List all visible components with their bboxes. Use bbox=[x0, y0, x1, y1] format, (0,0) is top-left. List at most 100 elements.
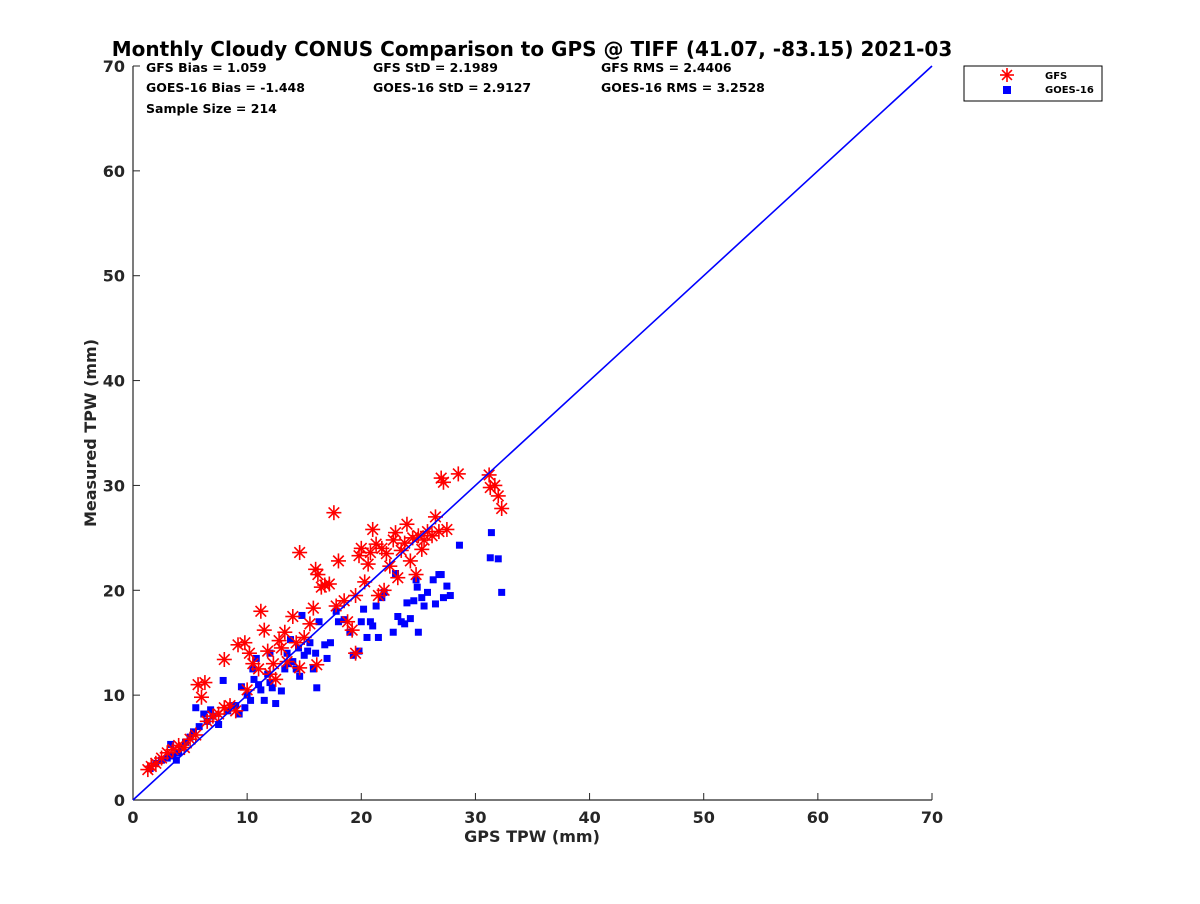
gfs-point-stroke bbox=[149, 757, 162, 770]
gfs-point-stroke bbox=[273, 634, 285, 647]
goes-16-point bbox=[296, 672, 304, 680]
gfs-point-stroke bbox=[391, 571, 404, 584]
legend-gfs-asterisk bbox=[1000, 68, 1014, 82]
gfs-point bbox=[360, 556, 376, 572]
legend-label-goes-16: GOES-16 bbox=[1045, 85, 1094, 96]
stats-annotations: GFS Bias = 1.059 GFS StD = 2.1989 GFS RM… bbox=[146, 60, 765, 116]
goes-16-point bbox=[334, 618, 342, 626]
goes-16-point bbox=[321, 641, 329, 649]
goes-16-point bbox=[494, 555, 502, 563]
legend-box bbox=[963, 65, 1103, 102]
gfs-point bbox=[268, 671, 284, 687]
legend-goes-marker-icon bbox=[1003, 86, 1011, 94]
goes-16-point bbox=[406, 615, 414, 623]
goes-16-point bbox=[283, 649, 291, 657]
gfs-point bbox=[310, 567, 326, 583]
goes-16-point bbox=[378, 594, 386, 602]
x-tick-label: 50 bbox=[693, 808, 715, 827]
goes-16-point bbox=[372, 602, 380, 610]
goes-16-point bbox=[357, 618, 365, 626]
gfs-point-stroke bbox=[341, 615, 354, 628]
gfs-point-stroke bbox=[241, 684, 254, 696]
gfs-point bbox=[439, 521, 455, 537]
goes-16-point bbox=[446, 592, 454, 600]
gfs-point-stroke bbox=[395, 544, 408, 557]
goes-16-point bbox=[423, 588, 431, 596]
gfs-point-stroke bbox=[281, 655, 293, 668]
goes-16-point bbox=[360, 605, 368, 613]
gfs-point-stroke bbox=[380, 547, 393, 560]
gfs-point-stroke bbox=[415, 543, 428, 556]
goes-16-point bbox=[195, 723, 203, 731]
goes-16-point bbox=[287, 636, 295, 644]
y-tick-label: 70 bbox=[103, 57, 125, 76]
gfs-point-stroke bbox=[207, 710, 219, 722]
goes-16-point bbox=[374, 633, 382, 641]
goes-16-point bbox=[167, 740, 175, 748]
gfs-point-stroke bbox=[406, 531, 419, 544]
gfs-point-stroke bbox=[362, 558, 375, 570]
gfs-point-stroke bbox=[328, 506, 340, 519]
goes-16-point bbox=[298, 611, 306, 619]
goes-16-point bbox=[366, 618, 374, 626]
gfs-point-stroke bbox=[145, 760, 158, 773]
gfs-point bbox=[193, 689, 209, 705]
goes-16-point bbox=[277, 687, 285, 695]
stat-gfs-rms: GFS RMS = 2.4406 bbox=[601, 60, 732, 75]
gfs-point-stroke bbox=[307, 602, 320, 614]
gfs-point-stroke bbox=[366, 523, 379, 536]
gfs-point-stroke bbox=[410, 568, 422, 581]
goes-16-point bbox=[306, 639, 314, 647]
x-tick-label: 70 bbox=[921, 808, 943, 827]
goes-16-point bbox=[403, 599, 411, 607]
gfs-point-stroke bbox=[218, 653, 231, 666]
y-tick-label: 20 bbox=[103, 581, 125, 600]
legend-gfs-asterisk-stroke bbox=[1001, 69, 1013, 81]
gfs-point-stroke bbox=[195, 691, 208, 704]
gfs-point bbox=[494, 500, 510, 516]
goes-16-point bbox=[389, 628, 397, 636]
goes-16-point bbox=[192, 704, 200, 712]
gfs-point-stroke bbox=[184, 733, 196, 746]
gfs-point-stroke bbox=[401, 518, 413, 531]
chart-title: Monthly Cloudy CONUS Comparison to GPS @… bbox=[112, 37, 953, 61]
gfs-point bbox=[197, 675, 213, 691]
gfs-point-stroke bbox=[178, 741, 191, 754]
goes-16-point bbox=[313, 684, 321, 692]
goes-16-point bbox=[266, 679, 274, 687]
gfs-point bbox=[237, 635, 253, 651]
gfs-point-stroke bbox=[310, 658, 323, 671]
goes-16-point bbox=[200, 710, 208, 718]
gfs-point-stroke bbox=[199, 676, 211, 689]
gfs-point bbox=[414, 541, 430, 557]
gfs-point-stroke bbox=[318, 579, 331, 591]
goes-16-point bbox=[340, 616, 348, 624]
goes-16-point bbox=[257, 686, 265, 694]
gfs-point bbox=[435, 474, 451, 490]
gfs-point bbox=[188, 727, 204, 743]
y-tick-label: 60 bbox=[103, 162, 125, 181]
gfs-point-stroke bbox=[269, 673, 282, 686]
gfs-point bbox=[241, 645, 257, 661]
gfs-point bbox=[305, 600, 321, 616]
gfs-point-stroke bbox=[387, 534, 400, 546]
gfs-point-stroke bbox=[304, 617, 316, 630]
gfs-point-stroke bbox=[261, 645, 274, 657]
gfs-point bbox=[424, 528, 440, 544]
gfs-point-stroke bbox=[346, 624, 359, 637]
gfs-point-stroke bbox=[433, 525, 445, 538]
goes-16-point bbox=[268, 684, 276, 692]
gfs-point-stroke bbox=[383, 560, 396, 573]
goes-16-point bbox=[369, 622, 377, 630]
goes-16-point bbox=[292, 665, 300, 673]
gfs-point-stroke bbox=[201, 715, 214, 728]
gfs-point bbox=[260, 643, 276, 659]
gfs-point bbox=[378, 546, 394, 562]
goes-16-point bbox=[247, 696, 255, 704]
goes-16-point bbox=[486, 554, 494, 562]
gfs-point bbox=[271, 633, 287, 649]
gfs-point-stroke bbox=[218, 701, 231, 714]
x-tick-label: 0 bbox=[127, 808, 138, 827]
stat-sample-size: Sample Size = 214 bbox=[146, 101, 277, 116]
